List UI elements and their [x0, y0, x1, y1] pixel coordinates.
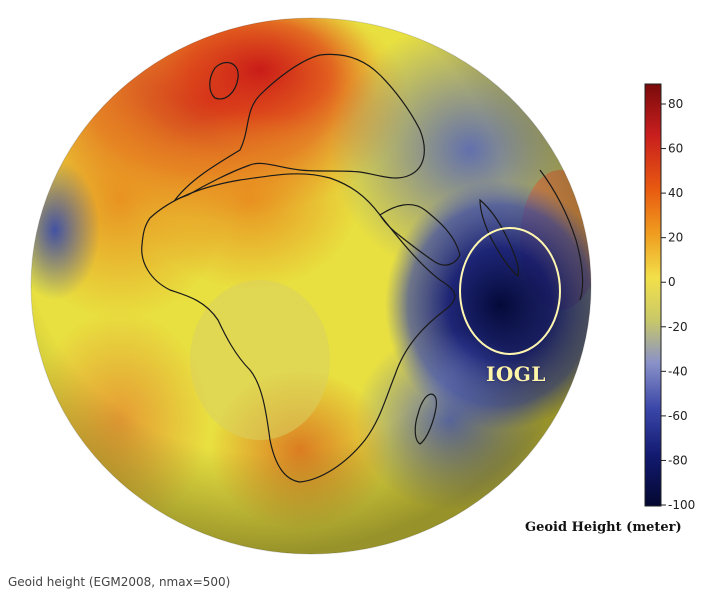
colorbar-title: Geoid Height (meter) [525, 520, 682, 535]
madagascar-coastline [414, 393, 437, 445]
africa-coastline [141, 173, 456, 483]
geoid-field [31, 18, 591, 554]
iogl-circle [459, 227, 561, 355]
colorbar-gradient [644, 83, 662, 507]
iogl-label: IOGL [486, 362, 546, 386]
arabia-coastline [379, 203, 461, 266]
figure-caption: Geoid height (EGM2008, nmax=500) [8, 575, 231, 589]
europe-coastline [173, 53, 425, 202]
globe-outline [30, 17, 592, 555]
colorbar-tick-label: -100 [668, 498, 695, 512]
britain-coastline [209, 61, 239, 100]
colorbar-tick-label: 80 [668, 97, 683, 111]
colorbar-tick-label: -80 [668, 453, 688, 467]
coastlines [141, 53, 584, 483]
colorbar-tick-label: 0 [668, 275, 676, 289]
seasia-coastline [539, 169, 584, 301]
colorbar-ticks: 80 60 40 20 0 -20 -40 -60 -80 -100 [661, 97, 695, 512]
colorbar: 80 60 40 20 0 -20 -40 -60 -80 -100 [644, 83, 695, 512]
colorbar-tick-label: -20 [668, 320, 688, 334]
colorbar-tick-label: -40 [668, 364, 688, 378]
colorbar-tick-label: 40 [668, 186, 683, 200]
colorbar-tick-label: 60 [668, 142, 683, 156]
colorbar-tick-label: 20 [668, 231, 683, 245]
colorbar-tick-label: -60 [668, 409, 688, 423]
